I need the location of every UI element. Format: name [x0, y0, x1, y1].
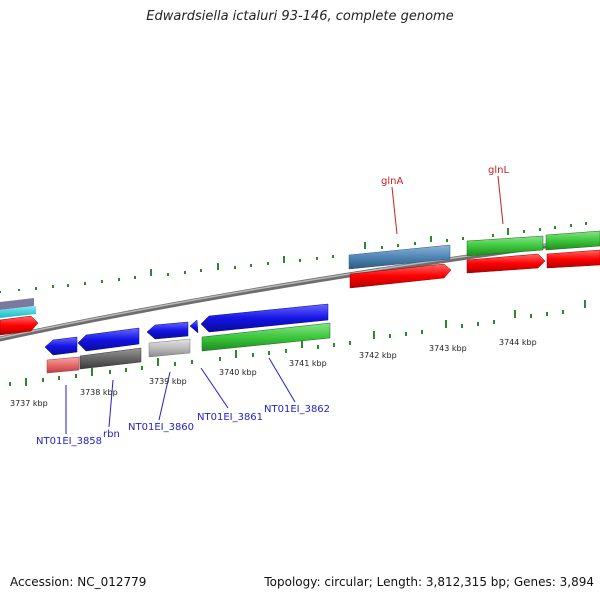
nt3860-connector	[158, 371, 171, 421]
scale-label: 3738 kbp	[80, 388, 118, 397]
map-title: Edwardsiella ictaluri 93-146, complete g…	[146, 9, 454, 24]
gene-label-nt3861: NT01EI_3861	[197, 412, 263, 423]
feature-steelblue	[348, 244, 451, 270]
gene-label-rbn: rbn	[103, 429, 120, 440]
nt3861-connector	[200, 367, 229, 409]
feature-glnL-cds	[466, 253, 546, 274]
scale-label: 3742 kbp	[359, 351, 397, 360]
scale-label: 3743 kbp	[429, 344, 467, 353]
gene-label-glnA: glnA	[381, 176, 403, 187]
nt3862-connector	[268, 357, 296, 403]
feature-rbn-cds	[77, 327, 140, 352]
feature-green-right-2	[545, 230, 600, 251]
scale-label: 3737 kbp	[10, 399, 48, 408]
scale-label: 3741 kbp	[289, 359, 327, 368]
scale-label: 3740 kbp	[219, 368, 257, 377]
accession-text: Accession: NC_012779	[10, 575, 147, 589]
feature-small-arrow	[189, 319, 199, 334]
feature-left-stub-cyan	[0, 306, 36, 318]
feature-green-right-1	[466, 235, 544, 257]
outer-tick-row	[0, 222, 587, 293]
glnL-connector	[497, 175, 504, 225]
glnA-connector	[391, 186, 398, 235]
feature-nt3858-rna	[46, 356, 80, 374]
feature-nt3858-cds	[44, 336, 78, 356]
gene-label-nt3860: NT01EI_3860	[128, 422, 194, 433]
feature-left-stub-red	[0, 315, 39, 336]
feature-glnA-cds	[349, 263, 452, 289]
scale-label: 3744 kbp	[499, 338, 537, 347]
genome-summary-text: Topology: circular; Length: 3,812,315 bp…	[264, 575, 594, 589]
feature-rbn-rna	[79, 347, 142, 370]
feature-left-stub-grey	[0, 298, 34, 310]
inner-tick-row	[9, 300, 586, 386]
scale-label: 3739 kbp	[149, 377, 187, 386]
genome-backbone	[0, 236, 600, 342]
gene-label-glnL: glnL	[488, 165, 509, 176]
feature-red-right-2	[546, 249, 600, 269]
feature-nt3860-rna	[148, 338, 191, 358]
feature-nt3862-rna	[201, 322, 331, 352]
gene-label-nt3862: NT01EI_3862	[264, 404, 330, 415]
rbn-connector	[108, 379, 114, 428]
feature-nt3862-cds	[200, 303, 329, 333]
gene-label-nt3858: NT01EI_3858	[36, 436, 102, 447]
feature-nt3860-cds	[146, 321, 189, 340]
